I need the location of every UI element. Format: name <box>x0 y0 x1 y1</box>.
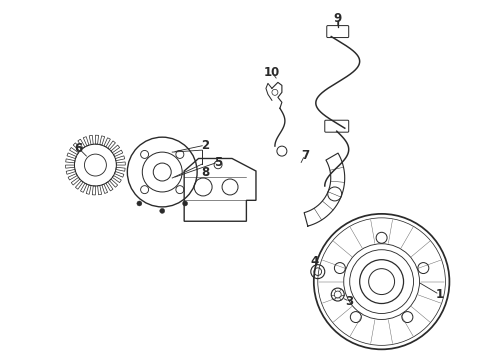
Text: 8: 8 <box>201 166 209 179</box>
Text: 9: 9 <box>334 12 342 25</box>
Circle shape <box>183 201 188 206</box>
Circle shape <box>160 208 165 213</box>
Text: 10: 10 <box>264 66 280 79</box>
Text: 4: 4 <box>311 255 319 268</box>
Circle shape <box>137 201 142 206</box>
Text: 5: 5 <box>214 156 222 168</box>
Text: 6: 6 <box>74 141 83 155</box>
Text: 3: 3 <box>345 295 354 308</box>
Text: 2: 2 <box>201 139 209 152</box>
Text: 1: 1 <box>436 288 443 301</box>
Text: 7: 7 <box>301 149 309 162</box>
